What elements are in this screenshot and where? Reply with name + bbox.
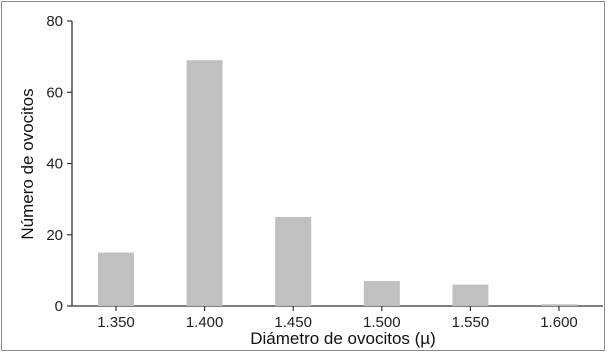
x-tick-label: 1.350: [97, 314, 135, 331]
bar-1.550: [452, 284, 489, 306]
y-axis-label: Número de ovocitos: [18, 88, 37, 239]
bar-1.600: [541, 304, 577, 306]
y-tick-label: 40: [46, 156, 63, 173]
y-tick-label: 80: [46, 13, 63, 30]
y-tick-label: 0: [55, 298, 63, 315]
y-tick-label: 60: [46, 84, 63, 101]
bar-1.450: [275, 216, 312, 306]
y-tick-labels: 0 20 40 60 80: [46, 13, 63, 315]
bar-1.400: [186, 60, 223, 306]
axes: [67, 20, 603, 311]
x-tick-label: 1.400: [186, 314, 224, 331]
y-tick-label: 20: [46, 227, 63, 244]
x-tick-label: 1.600: [540, 314, 578, 331]
x-axis-label: Diámetro de ovocitos (µ): [250, 329, 436, 348]
bars: [98, 60, 577, 306]
x-tick-label: 1.500: [363, 314, 401, 331]
bar-1.500: [363, 281, 400, 306]
x-tick-label: 1.450: [274, 314, 312, 331]
x-tick-label: 1.550: [452, 314, 490, 331]
x-tick-labels: 1.350 1.400 1.450 1.500 1.550 1.600: [97, 314, 578, 331]
bar-1.350: [98, 252, 134, 306]
